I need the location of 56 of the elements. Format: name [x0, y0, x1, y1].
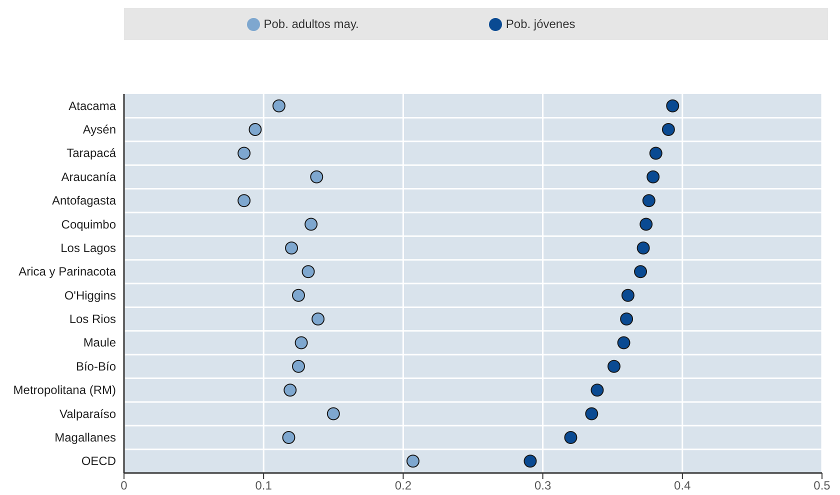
y-tick-label: Los Rios	[69, 312, 116, 326]
legend-label: Pob. adultos may.	[264, 16, 359, 31]
y-tick-label: Antofagasta	[52, 194, 116, 208]
x-tick-label: 0.4	[674, 478, 692, 493]
point	[302, 265, 315, 278]
point	[662, 123, 675, 136]
point	[649, 146, 662, 160]
y-tick-label: Magallanes	[54, 430, 116, 444]
point	[666, 99, 680, 112]
point	[292, 288, 305, 302]
point	[646, 170, 660, 184]
y-tick-label: Metropolitana (RM)	[13, 383, 116, 398]
point	[607, 360, 620, 373]
point	[292, 360, 305, 373]
point	[310, 170, 324, 184]
point	[524, 454, 537, 468]
point	[564, 430, 578, 444]
x-tick-label: 0.1	[255, 478, 272, 493]
point	[312, 312, 325, 326]
y-tick-label: O'Higgins	[64, 288, 116, 302]
y-tick-label: Atacama	[68, 98, 116, 113]
x-tick-label: 0.2	[394, 478, 412, 493]
x-tick-label: 0.5	[814, 478, 831, 493]
point	[620, 312, 634, 326]
point	[585, 407, 598, 420]
point	[590, 384, 604, 397]
y-tick-label: Los Lagos	[60, 240, 116, 255]
point	[617, 336, 630, 350]
point	[272, 99, 286, 112]
y-tick-label: OECD	[81, 454, 116, 468]
y-tick-label: Araucanía	[61, 170, 116, 184]
point	[640, 218, 653, 231]
point	[284, 384, 297, 397]
point	[238, 194, 251, 208]
point	[621, 288, 634, 302]
y-tick-label: Bío-Bío	[76, 359, 116, 374]
point	[294, 336, 308, 350]
point	[636, 241, 650, 254]
x-tick-label: 0.3	[534, 478, 552, 493]
point	[326, 407, 340, 420]
point	[406, 454, 420, 468]
point	[634, 265, 648, 278]
y-tick-label: Coquimbo	[61, 217, 116, 232]
y-tick-label: Aysén	[82, 122, 116, 137]
x-tick-label: 0	[120, 478, 128, 493]
point	[248, 123, 262, 136]
point	[642, 194, 656, 208]
point	[285, 241, 298, 254]
point	[282, 430, 296, 444]
legend-label: Pob. jóvenes	[506, 16, 576, 31]
y-tick-label: Maule	[83, 336, 116, 350]
y-tick-label: Tarapacá	[66, 146, 116, 160]
y-tick-label: Arica y Parinacota	[18, 264, 116, 279]
y-tick-label: Valparaíso	[60, 406, 116, 421]
point	[238, 146, 251, 160]
point	[304, 218, 318, 231]
